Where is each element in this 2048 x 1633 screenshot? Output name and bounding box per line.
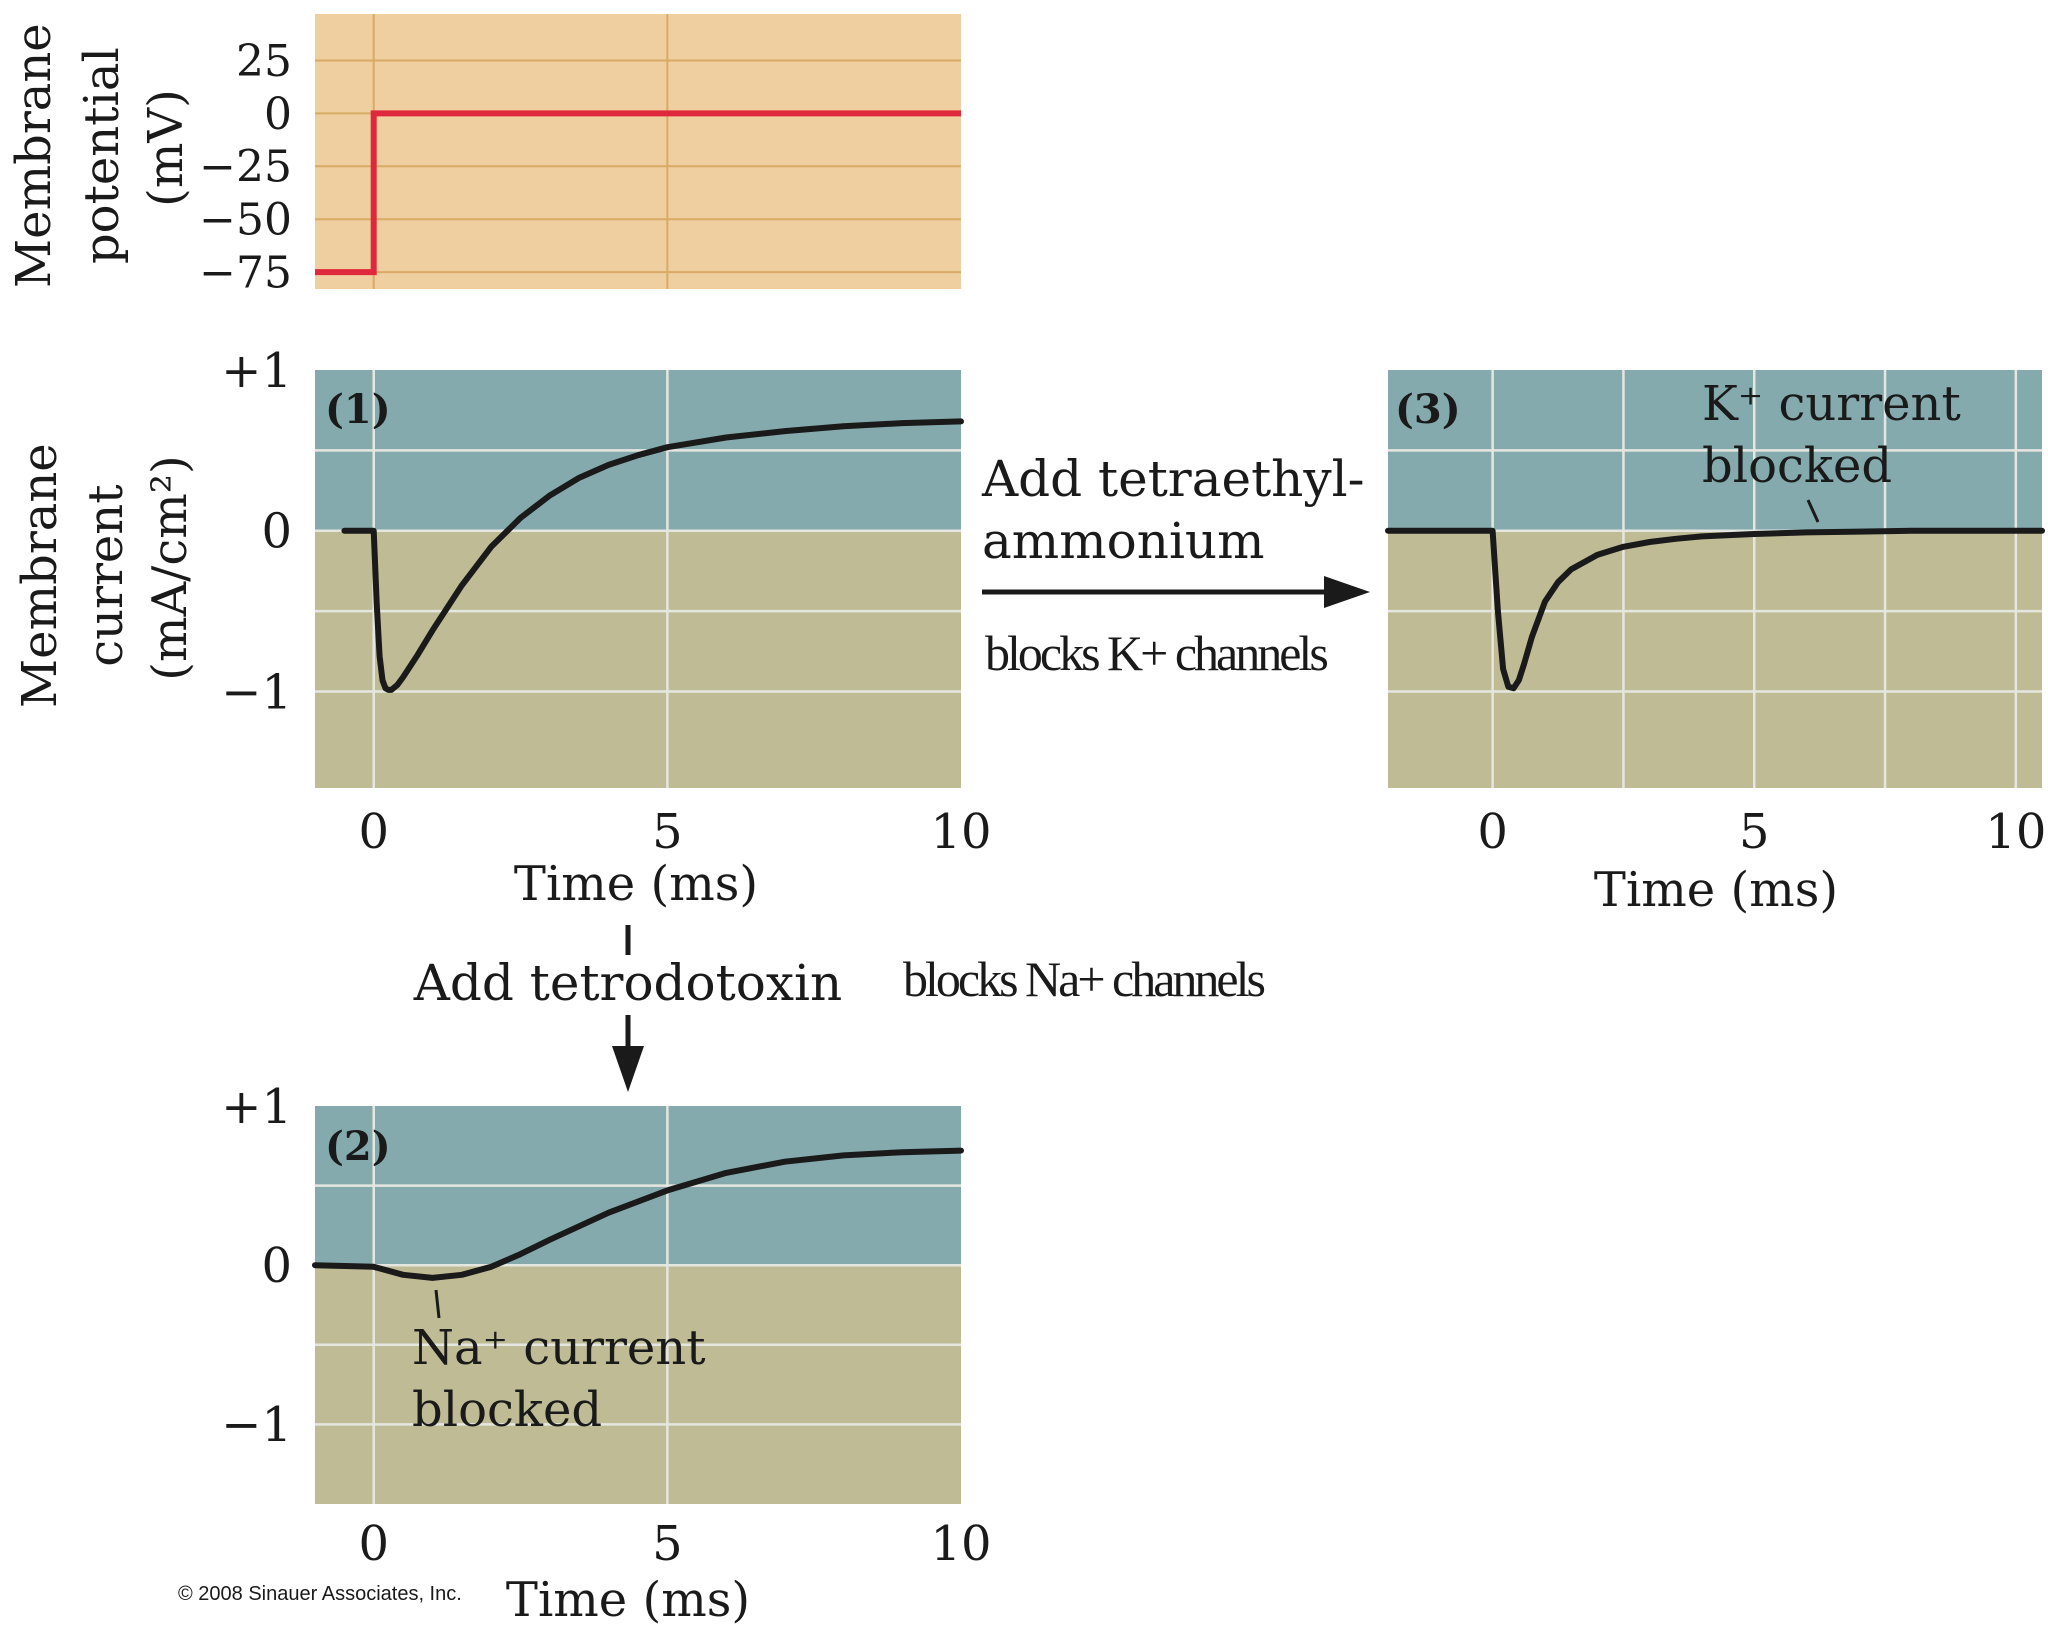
panel-2-ytick-labels: +1 0 −1 xyxy=(221,1079,292,1453)
voltage-ytick-label: −50 xyxy=(199,195,292,246)
panel-3-xtick-label: 5 xyxy=(1739,804,1770,860)
panel-1-background xyxy=(315,370,961,788)
panel-3: (3) 0 5 10 Time (ms) K⁺ current blocked xyxy=(1385,370,2046,918)
panel-1-negative-region xyxy=(315,530,961,788)
ttx-arrow-head xyxy=(612,1046,644,1092)
voltage-ytick-label: −75 xyxy=(199,247,292,298)
voltage-ylabel-line-2: potential xyxy=(74,47,130,264)
panel-2-xtick-label: 10 xyxy=(930,1516,991,1572)
panel-3-current-trace xyxy=(1385,527,2045,692)
voltage-plot-background xyxy=(315,14,961,289)
voltage-ytick-label: 0 xyxy=(264,89,292,140)
panel-2-xtick-label: 5 xyxy=(652,1516,683,1572)
panel-1-xtick-label: 0 xyxy=(358,804,389,860)
panel-3-xtick-labels: 0 5 10 xyxy=(1477,804,2046,860)
k-current-blocked-annotation: K⁺ current blocked xyxy=(1702,376,1976,494)
voltage-ylabel-line-3: (mV) xyxy=(138,89,194,207)
panel-2-ytick-label: 0 xyxy=(261,1238,292,1294)
tea-arrow-group: Add tetraethyl- ammonium blocks K+ chann… xyxy=(981,450,1380,681)
na-current-blocked-annotation: Na⁺ current blocked xyxy=(412,1320,721,1438)
panel-3-xtick-label: 0 xyxy=(1477,804,1508,860)
panel-2-ytick-label: −1 xyxy=(221,1397,292,1453)
panel-2-xlabel: Time (ms) xyxy=(506,1572,750,1628)
current-ylabel-line-1: Membrane xyxy=(12,443,68,708)
na-current-blocked-line-1: Na⁺ current xyxy=(412,1320,706,1376)
panel-3-negative-region xyxy=(1388,530,2042,788)
panel-1-ytick-label: 0 xyxy=(261,504,292,560)
ttx-arrow-group: Add tetrodotoxin blocks Na+ channels xyxy=(413,925,1268,1092)
panel-2-label: (2) xyxy=(325,1123,391,1170)
k-current-blocked-line-1: K⁺ current xyxy=(1702,376,1961,432)
panel-3-background xyxy=(1388,370,2042,788)
panel-2: (2) +1 0 −1 0 5 10 Time (ms) Na⁺ current blo… xyxy=(221,1079,991,1628)
panel-1-xtick-labels: 0 5 10 xyxy=(358,804,991,860)
panel-3-xtick-label: 10 xyxy=(1985,804,2046,860)
na-current-pointer xyxy=(434,1289,441,1319)
voltage-panel: 250−25−50−75 Membrane potential (mV) xyxy=(6,8,961,299)
panel-1-xlabel: Time (ms) xyxy=(514,856,758,912)
panel-1-ytick-label: +1 xyxy=(221,343,292,399)
current-ylabel-line-2: current xyxy=(78,484,134,666)
panel-2-grid xyxy=(315,1106,961,1504)
blocks-na-caption: blocks Na+ channels xyxy=(903,951,1265,1007)
blocks-k-caption: blocks K+ channels xyxy=(985,625,1327,681)
panel-2-background xyxy=(315,1106,961,1504)
voltage-ylabel-line-1: Membrane xyxy=(6,23,62,288)
copyright: © 2008 Sinauer Associates, Inc. xyxy=(178,1583,462,1605)
panel-2-current-trace xyxy=(312,1147,964,1281)
voltage-ytick-label: 25 xyxy=(236,36,292,87)
add-tea-line-2: ammonium xyxy=(982,512,1265,570)
k-current-pointer xyxy=(1806,499,1820,523)
voltage-ytick-labels: 250−25−50−75 xyxy=(199,36,292,299)
panel-3-label: (3) xyxy=(1395,386,1461,433)
panel-1-label: (1) xyxy=(325,386,391,433)
panel-2-xtick-label: 0 xyxy=(358,1516,389,1572)
panel-1-grid xyxy=(315,370,961,788)
panel-1-ytick-label: −1 xyxy=(221,664,292,720)
voltage-ytick-label: −25 xyxy=(199,142,292,193)
current-ylabel: Membrane current (mA/cm²) xyxy=(12,428,198,708)
tea-arrow-head xyxy=(1324,576,1370,608)
panel-1-ytick-labels: +1 0 −1 xyxy=(221,343,292,721)
panel-1: (1) +1 0 −1 0 5 10 Time (ms) Membrane curren… xyxy=(12,343,992,912)
panel-1-current-trace xyxy=(341,418,964,693)
add-ttx-label: Add tetrodotoxin xyxy=(413,954,843,1012)
k-current-blocked-line-2: blocked xyxy=(1702,438,1892,494)
voltage-ylabel: Membrane potential (mV) xyxy=(6,8,194,288)
panel-1-xtick-label: 10 xyxy=(930,804,991,860)
panel-1-xtick-label: 5 xyxy=(652,804,683,860)
na-current-blocked-line-2: blocked xyxy=(412,1382,602,1438)
current-ylabel-line-3: (mA/cm²) xyxy=(142,455,198,680)
panel-2-negative-region xyxy=(315,1265,961,1504)
add-tea-line-1: Add tetraethyl- xyxy=(981,450,1365,508)
panel-2-ytick-label: +1 xyxy=(221,1079,292,1135)
panel-3-grid xyxy=(1388,370,2042,788)
panel-3-xlabel: Time (ms) xyxy=(1594,862,1838,918)
add-tea-label: Add tetraethyl- ammonium xyxy=(981,450,1380,570)
panel-2-xtick-labels: 0 5 10 xyxy=(358,1516,991,1572)
voltage-step-line xyxy=(315,110,961,276)
